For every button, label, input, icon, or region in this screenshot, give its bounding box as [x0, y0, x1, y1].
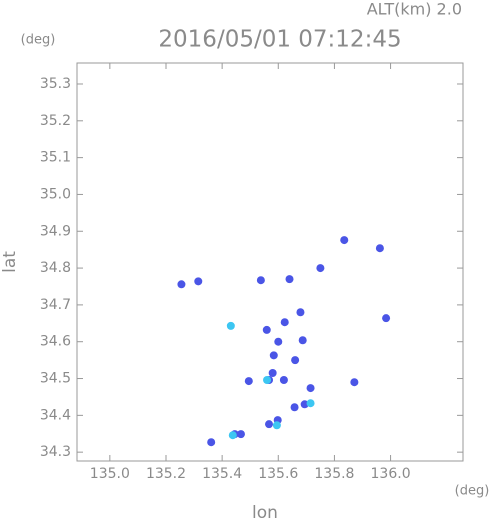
chart-title: 2016/05/01 07:12:45 [158, 27, 401, 53]
y-tick-label: 34.9 [40, 223, 71, 239]
x-tick-label: 135.2 [146, 466, 186, 482]
echo-point [382, 314, 391, 323]
y-tick-label: 34.3 [40, 444, 71, 460]
echo-point [375, 244, 384, 253]
x-tick-label: 135.4 [202, 466, 242, 482]
echo-point [236, 430, 245, 439]
echo-point [291, 356, 300, 365]
echo-point [194, 277, 203, 286]
x-tick-label: 136.0 [371, 466, 411, 482]
echo-point [296, 308, 305, 317]
echo-point [340, 236, 349, 245]
y-tick-label: 34.5 [40, 371, 71, 387]
echo-point [350, 378, 359, 387]
echo-point [298, 336, 307, 345]
y-tick-label: 34.8 [40, 260, 71, 276]
echo-point [262, 325, 271, 334]
y-tick-label: 35.3 [40, 76, 71, 92]
echo-point [207, 438, 216, 447]
echo-point [226, 321, 235, 330]
y-tick-label: 34.6 [40, 334, 71, 350]
y-tick-label: 34.7 [40, 297, 71, 313]
x-tick-label: 135.0 [90, 466, 130, 482]
plot-frame [76, 62, 464, 462]
echo-point [306, 399, 315, 408]
echo-point [228, 431, 237, 440]
echo-point [280, 318, 289, 327]
y-tick-label: 35.1 [40, 150, 71, 166]
x-unit: (deg) [455, 484, 490, 499]
echo-point [290, 403, 299, 412]
echo-point [306, 384, 315, 393]
echo-point [269, 351, 278, 360]
y-tick-label: 35.0 [40, 186, 71, 202]
echo-point [279, 376, 288, 385]
y-axis-title: lat [0, 251, 20, 273]
echo-point [265, 420, 274, 429]
echo-point [274, 337, 283, 346]
y-tick-label: 34.4 [40, 407, 71, 423]
echo-point [316, 264, 325, 273]
altitude-label: ALT(km) 2.0 [367, 0, 462, 19]
echo-point [272, 421, 281, 430]
x-axis-title: lon [252, 503, 278, 521]
y-tick-label: 35.2 [40, 113, 71, 129]
echo-point [177, 280, 186, 289]
echo-point [268, 369, 277, 378]
echo-point [263, 376, 272, 385]
x-tick-label: 135.8 [314, 466, 354, 482]
y-unit: (deg) [21, 33, 56, 48]
echo-point [256, 276, 265, 285]
x-tick-label: 135.6 [258, 466, 298, 482]
echo-point [285, 275, 294, 284]
echo-point [244, 377, 253, 386]
